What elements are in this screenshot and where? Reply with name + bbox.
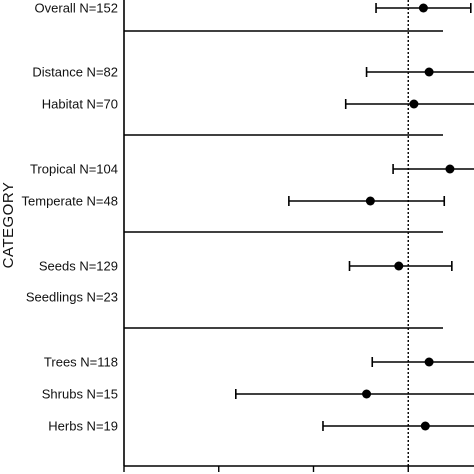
effect-estimate-point: [394, 261, 404, 271]
x-tick-label: -0.5: [302, 472, 324, 474]
effect-estimate-point: [365, 196, 375, 206]
row-label: Trees N=118: [44, 355, 118, 370]
x-tick-label: 0.0: [399, 472, 417, 474]
row-label: Temperate N=48: [22, 194, 118, 209]
effect-estimate-point: [409, 99, 419, 109]
row-label: Overall N=152: [35, 1, 118, 16]
effect-estimate-point: [362, 389, 372, 399]
effect-estimate-point: [418, 3, 428, 13]
x-tick-label: -1.5: [113, 472, 135, 474]
row-label: Herbs N=19: [48, 419, 118, 434]
row-label: Habitat N=70: [42, 97, 118, 112]
row-label: Shrubs N=15: [42, 387, 118, 402]
effect-estimate-point: [445, 164, 455, 174]
x-tick-label: -1.0: [208, 472, 230, 474]
effect-estimate-point: [420, 421, 430, 431]
row-label: Seedlings N=23: [26, 290, 118, 305]
y-axis-title: CATEGORY: [0, 182, 17, 269]
row-label: Distance N=82: [32, 65, 118, 80]
row-label: Seeds N=129: [39, 259, 118, 274]
effect-estimate-point: [424, 67, 434, 77]
effect-estimate-point: [424, 357, 434, 367]
row-label: Tropical N=104: [30, 162, 118, 177]
